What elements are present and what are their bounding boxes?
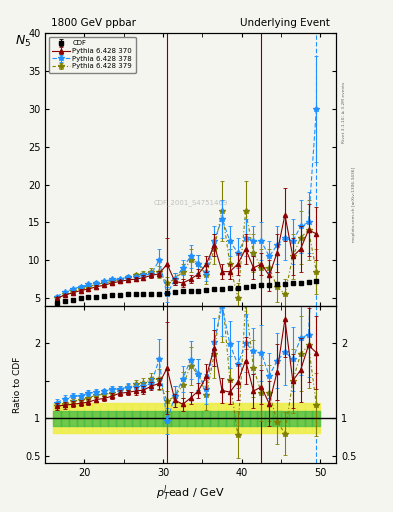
Y-axis label: $N_5$: $N_5$	[15, 34, 31, 49]
X-axis label: $p_T^{l}$ead / GeV: $p_T^{l}$ead / GeV	[156, 484, 225, 503]
Text: Rivet 3.1.10; ≥ 3.2M events: Rivet 3.1.10; ≥ 3.2M events	[342, 82, 346, 143]
Text: CDF_2001_S4751469: CDF_2001_S4751469	[153, 199, 228, 205]
Text: Underlying Event: Underlying Event	[241, 18, 330, 28]
Text: 1800 GeV ppbar: 1800 GeV ppbar	[51, 18, 136, 28]
Legend: CDF, Pythia 6.428 370, Pythia 6.428 378, Pythia 6.428 379: CDF, Pythia 6.428 370, Pythia 6.428 378,…	[49, 37, 136, 73]
Y-axis label: Ratio to CDF: Ratio to CDF	[13, 356, 22, 413]
Text: mcplots.cern.ch [arXiv:1306.3436]: mcplots.cern.ch [arXiv:1306.3436]	[352, 167, 356, 242]
